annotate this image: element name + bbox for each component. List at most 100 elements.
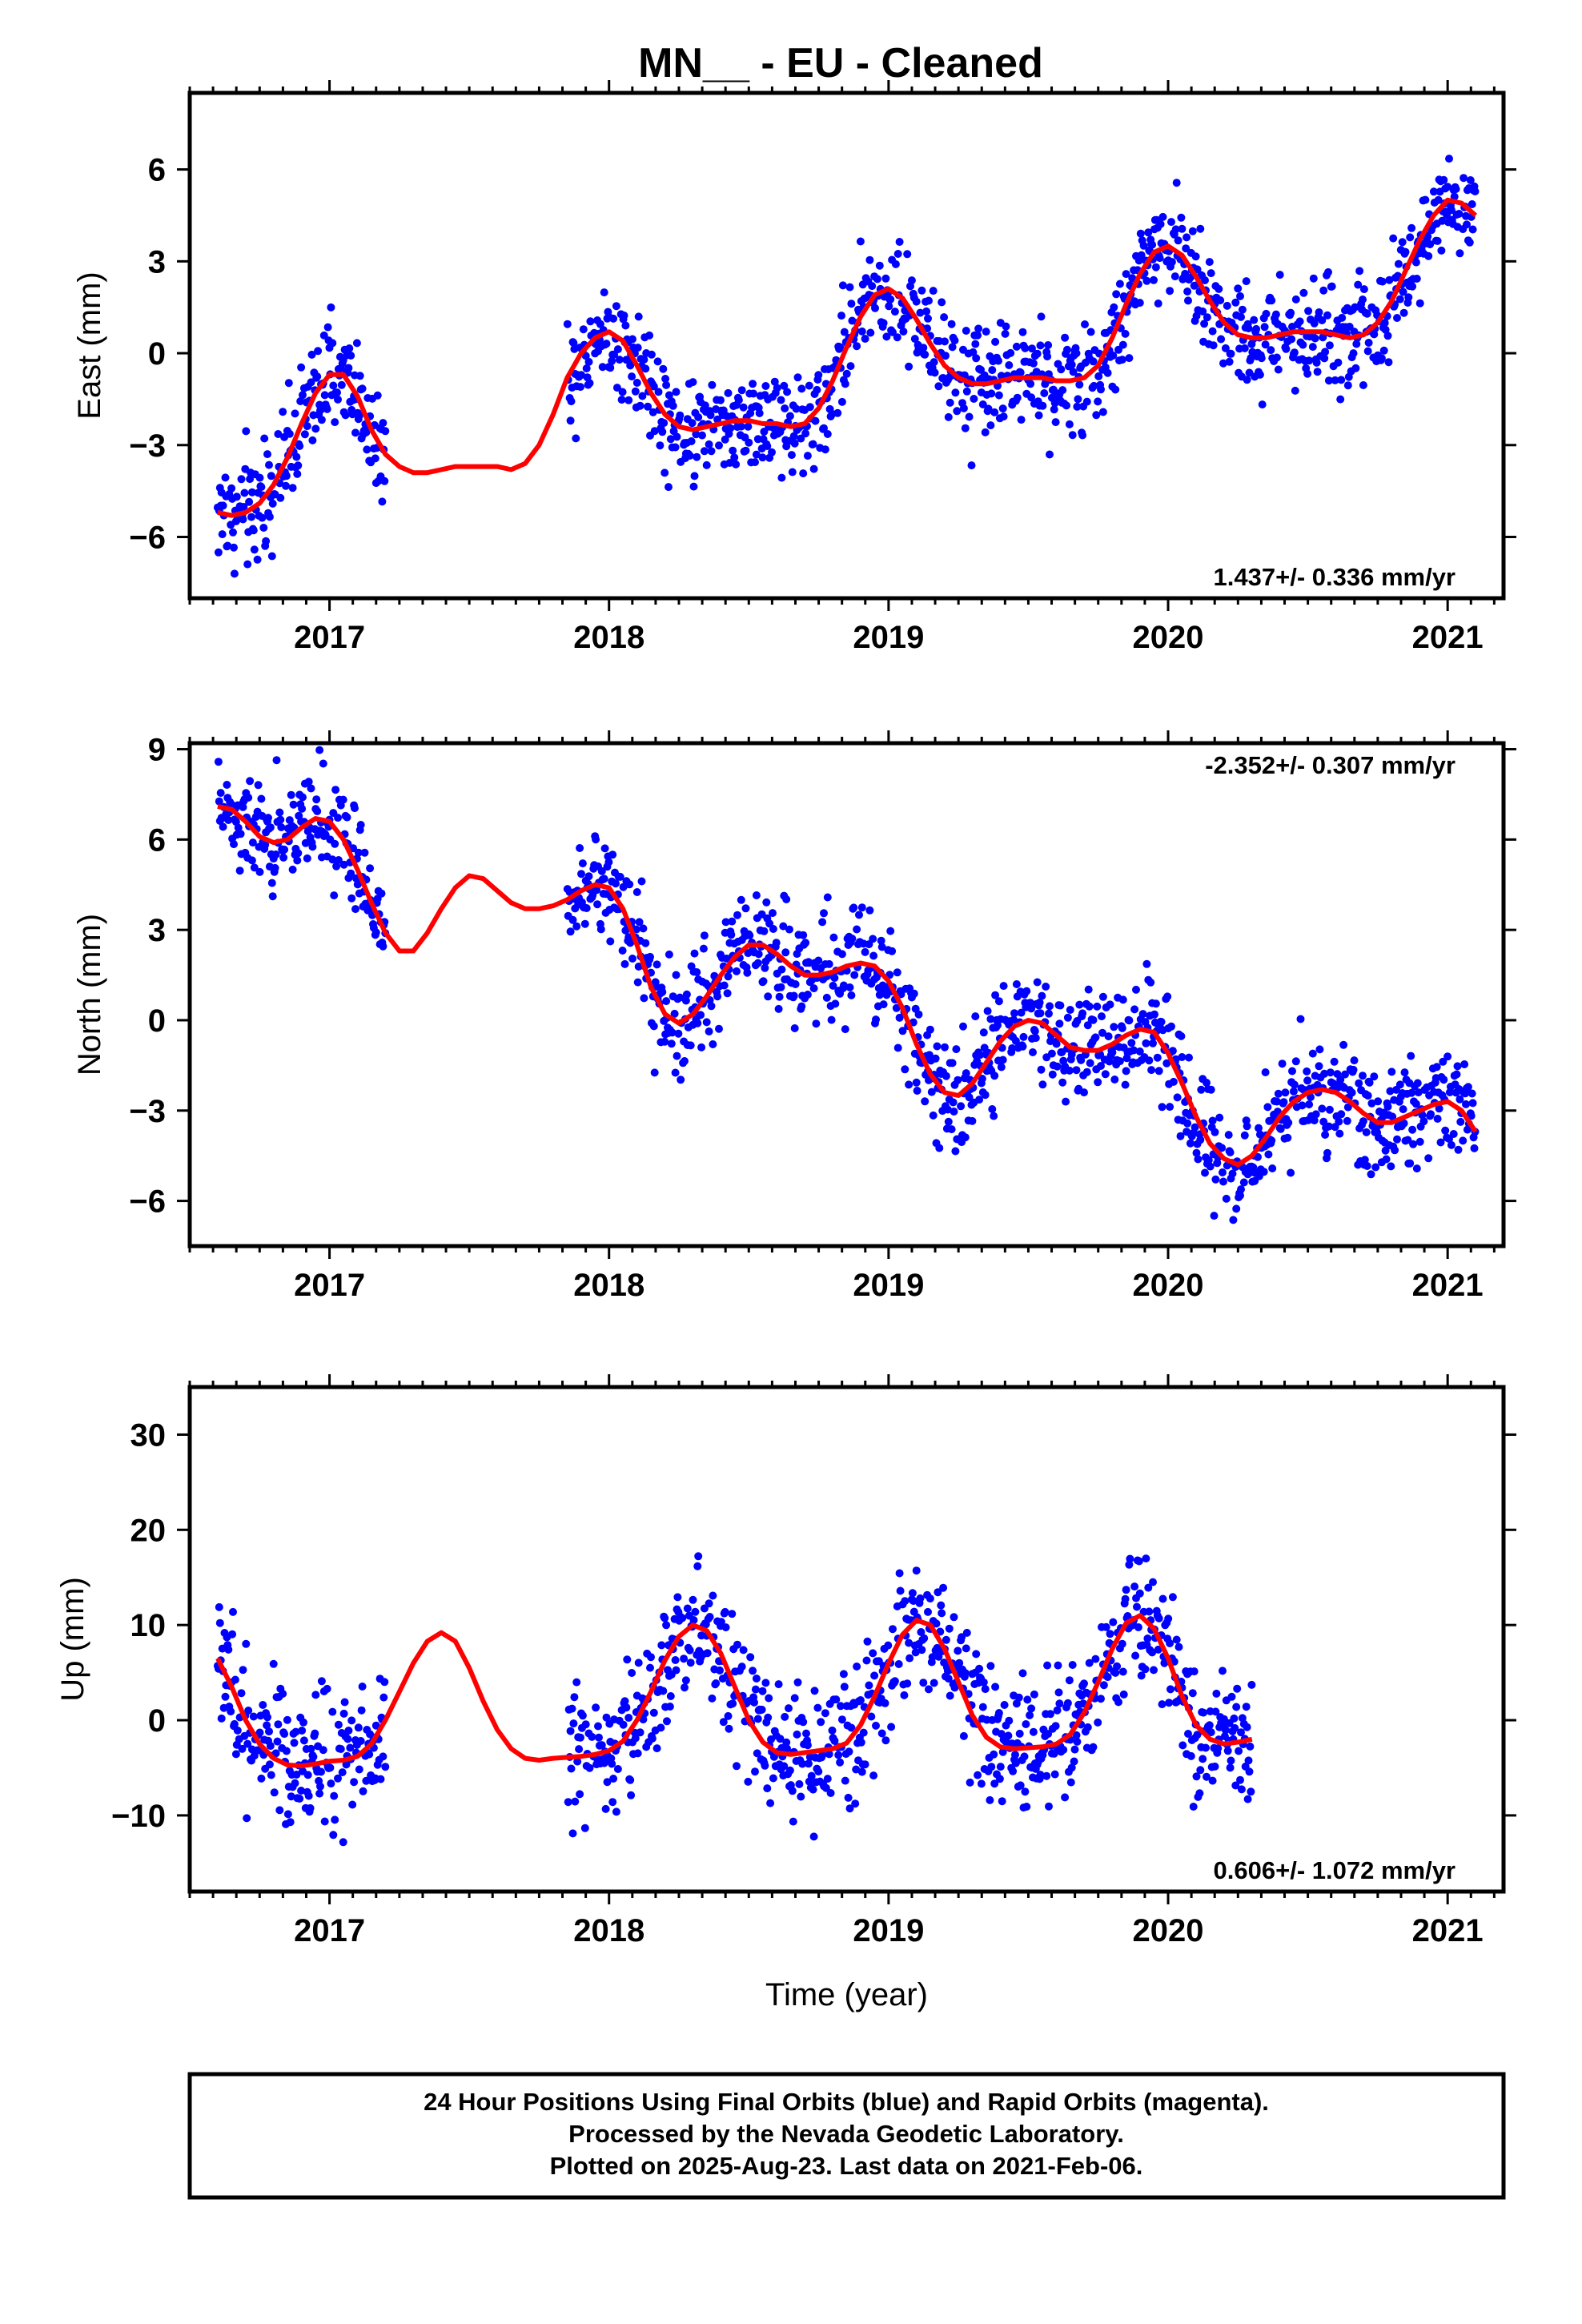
data-point xyxy=(765,1694,773,1703)
data-point xyxy=(717,1618,725,1626)
data-point xyxy=(1118,1667,1127,1676)
data-point xyxy=(1092,411,1101,420)
data-point xyxy=(663,1717,671,1726)
data-point xyxy=(1326,0,1334,4)
data-point xyxy=(1231,298,1240,307)
data-point xyxy=(845,283,854,292)
data-point xyxy=(1472,0,1480,4)
data-point xyxy=(1005,1716,1014,1725)
data-point xyxy=(991,1683,1000,1691)
data-point xyxy=(223,781,231,789)
data-point xyxy=(1104,1032,1113,1041)
data-point xyxy=(588,1732,596,1741)
data-point xyxy=(1261,1068,1270,1076)
data-point xyxy=(373,391,382,400)
data-point xyxy=(580,919,589,928)
data-point xyxy=(339,860,348,869)
data-point xyxy=(1466,176,1475,184)
data-point xyxy=(1263,0,1271,4)
data-point xyxy=(214,548,223,557)
data-point xyxy=(656,1723,665,1732)
data-point xyxy=(634,1659,643,1667)
north-y-tick-label: −6 xyxy=(129,1184,166,1220)
data-point xyxy=(1287,1168,1295,1177)
data-point xyxy=(1162,1059,1171,1068)
data-point xyxy=(319,759,327,768)
data-point xyxy=(1229,1216,1238,1224)
data-point xyxy=(1145,1607,1154,1616)
data-point xyxy=(567,397,576,406)
data-point xyxy=(1282,344,1291,353)
data-point xyxy=(853,1663,861,1671)
data-point xyxy=(983,1007,992,1015)
data-point xyxy=(1316,0,1324,4)
data-point xyxy=(1072,349,1081,358)
data-point xyxy=(1199,307,1207,316)
data-point xyxy=(219,501,227,510)
data-point xyxy=(581,1720,590,1729)
data-point xyxy=(1089,1015,1098,1024)
data-point xyxy=(1437,0,1445,4)
data-point xyxy=(1293,0,1301,4)
data-point xyxy=(328,1707,337,1716)
data-point xyxy=(1363,1092,1372,1100)
data-point xyxy=(633,978,642,987)
data-point xyxy=(979,1678,988,1687)
data-point xyxy=(990,1779,999,1788)
data-point xyxy=(1383,1102,1392,1111)
data-point xyxy=(962,327,970,335)
data-point xyxy=(974,331,982,340)
data-point xyxy=(230,543,238,552)
data-point xyxy=(582,904,591,912)
data-point xyxy=(1343,1103,1352,1112)
data-point xyxy=(1227,1692,1236,1701)
data-point xyxy=(734,396,743,404)
caption-line-1: 24 Hour Positions Using Final Orbits (bl… xyxy=(424,2088,1269,2116)
data-point xyxy=(761,382,770,390)
data-point xyxy=(297,1787,306,1795)
data-point xyxy=(1157,1018,1166,1026)
data-point xyxy=(1377,354,1386,363)
data-point xyxy=(881,274,890,283)
data-point xyxy=(379,1693,388,1702)
data-point xyxy=(749,1667,757,1675)
data-point xyxy=(781,404,789,412)
data-point xyxy=(1046,1002,1054,1011)
data-point xyxy=(1250,0,1258,4)
data-point xyxy=(1452,1070,1461,1079)
data-point xyxy=(1263,1103,1272,1112)
data-point xyxy=(359,1787,367,1795)
east-x-tick-label: 2017 xyxy=(294,620,365,655)
data-point xyxy=(1372,0,1380,4)
data-point xyxy=(1468,0,1476,4)
data-point xyxy=(1307,0,1315,4)
data-point xyxy=(1384,358,1393,367)
data-point xyxy=(994,391,1003,400)
data-point xyxy=(255,1728,264,1737)
data-point xyxy=(1137,1671,1146,1680)
data-point xyxy=(1106,1000,1114,1009)
data-point xyxy=(1363,309,1371,318)
data-point xyxy=(1269,0,1277,4)
data-point xyxy=(1172,179,1181,187)
data-point xyxy=(1256,0,1264,4)
data-point xyxy=(751,458,759,467)
data-point xyxy=(1290,0,1298,4)
data-point xyxy=(1150,275,1158,284)
data-point xyxy=(687,437,696,445)
data-point xyxy=(307,350,316,359)
data-point xyxy=(1011,1759,1020,1767)
up-y-tick-label: 0 xyxy=(148,1703,166,1739)
data-point xyxy=(304,778,313,786)
data-point xyxy=(1151,263,1160,271)
data-point xyxy=(886,295,895,304)
data-point xyxy=(805,381,813,390)
data-point xyxy=(698,431,706,440)
figure-title: MN__ - EU - Cleaned xyxy=(638,40,1043,86)
data-point xyxy=(1118,995,1127,1004)
east-fit-line xyxy=(217,197,1478,518)
data-point xyxy=(1190,1667,1199,1676)
data-point xyxy=(1206,1162,1215,1171)
data-point xyxy=(1447,206,1456,215)
data-point xyxy=(991,991,1000,999)
